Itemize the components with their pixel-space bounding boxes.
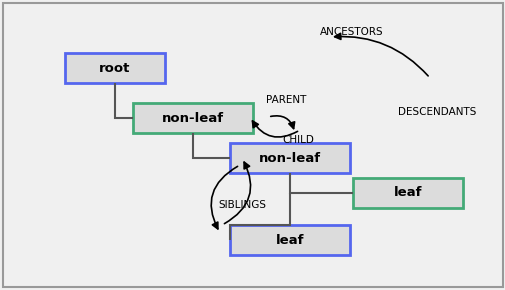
Text: CHILD: CHILD [281, 135, 313, 145]
FancyBboxPatch shape [230, 143, 349, 173]
Text: leaf: leaf [393, 186, 421, 200]
Text: non-leaf: non-leaf [259, 151, 321, 164]
FancyBboxPatch shape [133, 103, 252, 133]
Text: root: root [99, 61, 130, 75]
Text: ANCESTORS: ANCESTORS [319, 27, 383, 37]
FancyBboxPatch shape [352, 178, 462, 208]
Text: SIBLINGS: SIBLINGS [218, 200, 266, 210]
Text: DESCENDANTS: DESCENDANTS [397, 107, 475, 117]
FancyBboxPatch shape [65, 53, 165, 83]
Text: leaf: leaf [275, 233, 304, 246]
Text: non-leaf: non-leaf [162, 111, 224, 124]
FancyBboxPatch shape [230, 225, 349, 255]
Text: PARENT: PARENT [266, 95, 306, 105]
